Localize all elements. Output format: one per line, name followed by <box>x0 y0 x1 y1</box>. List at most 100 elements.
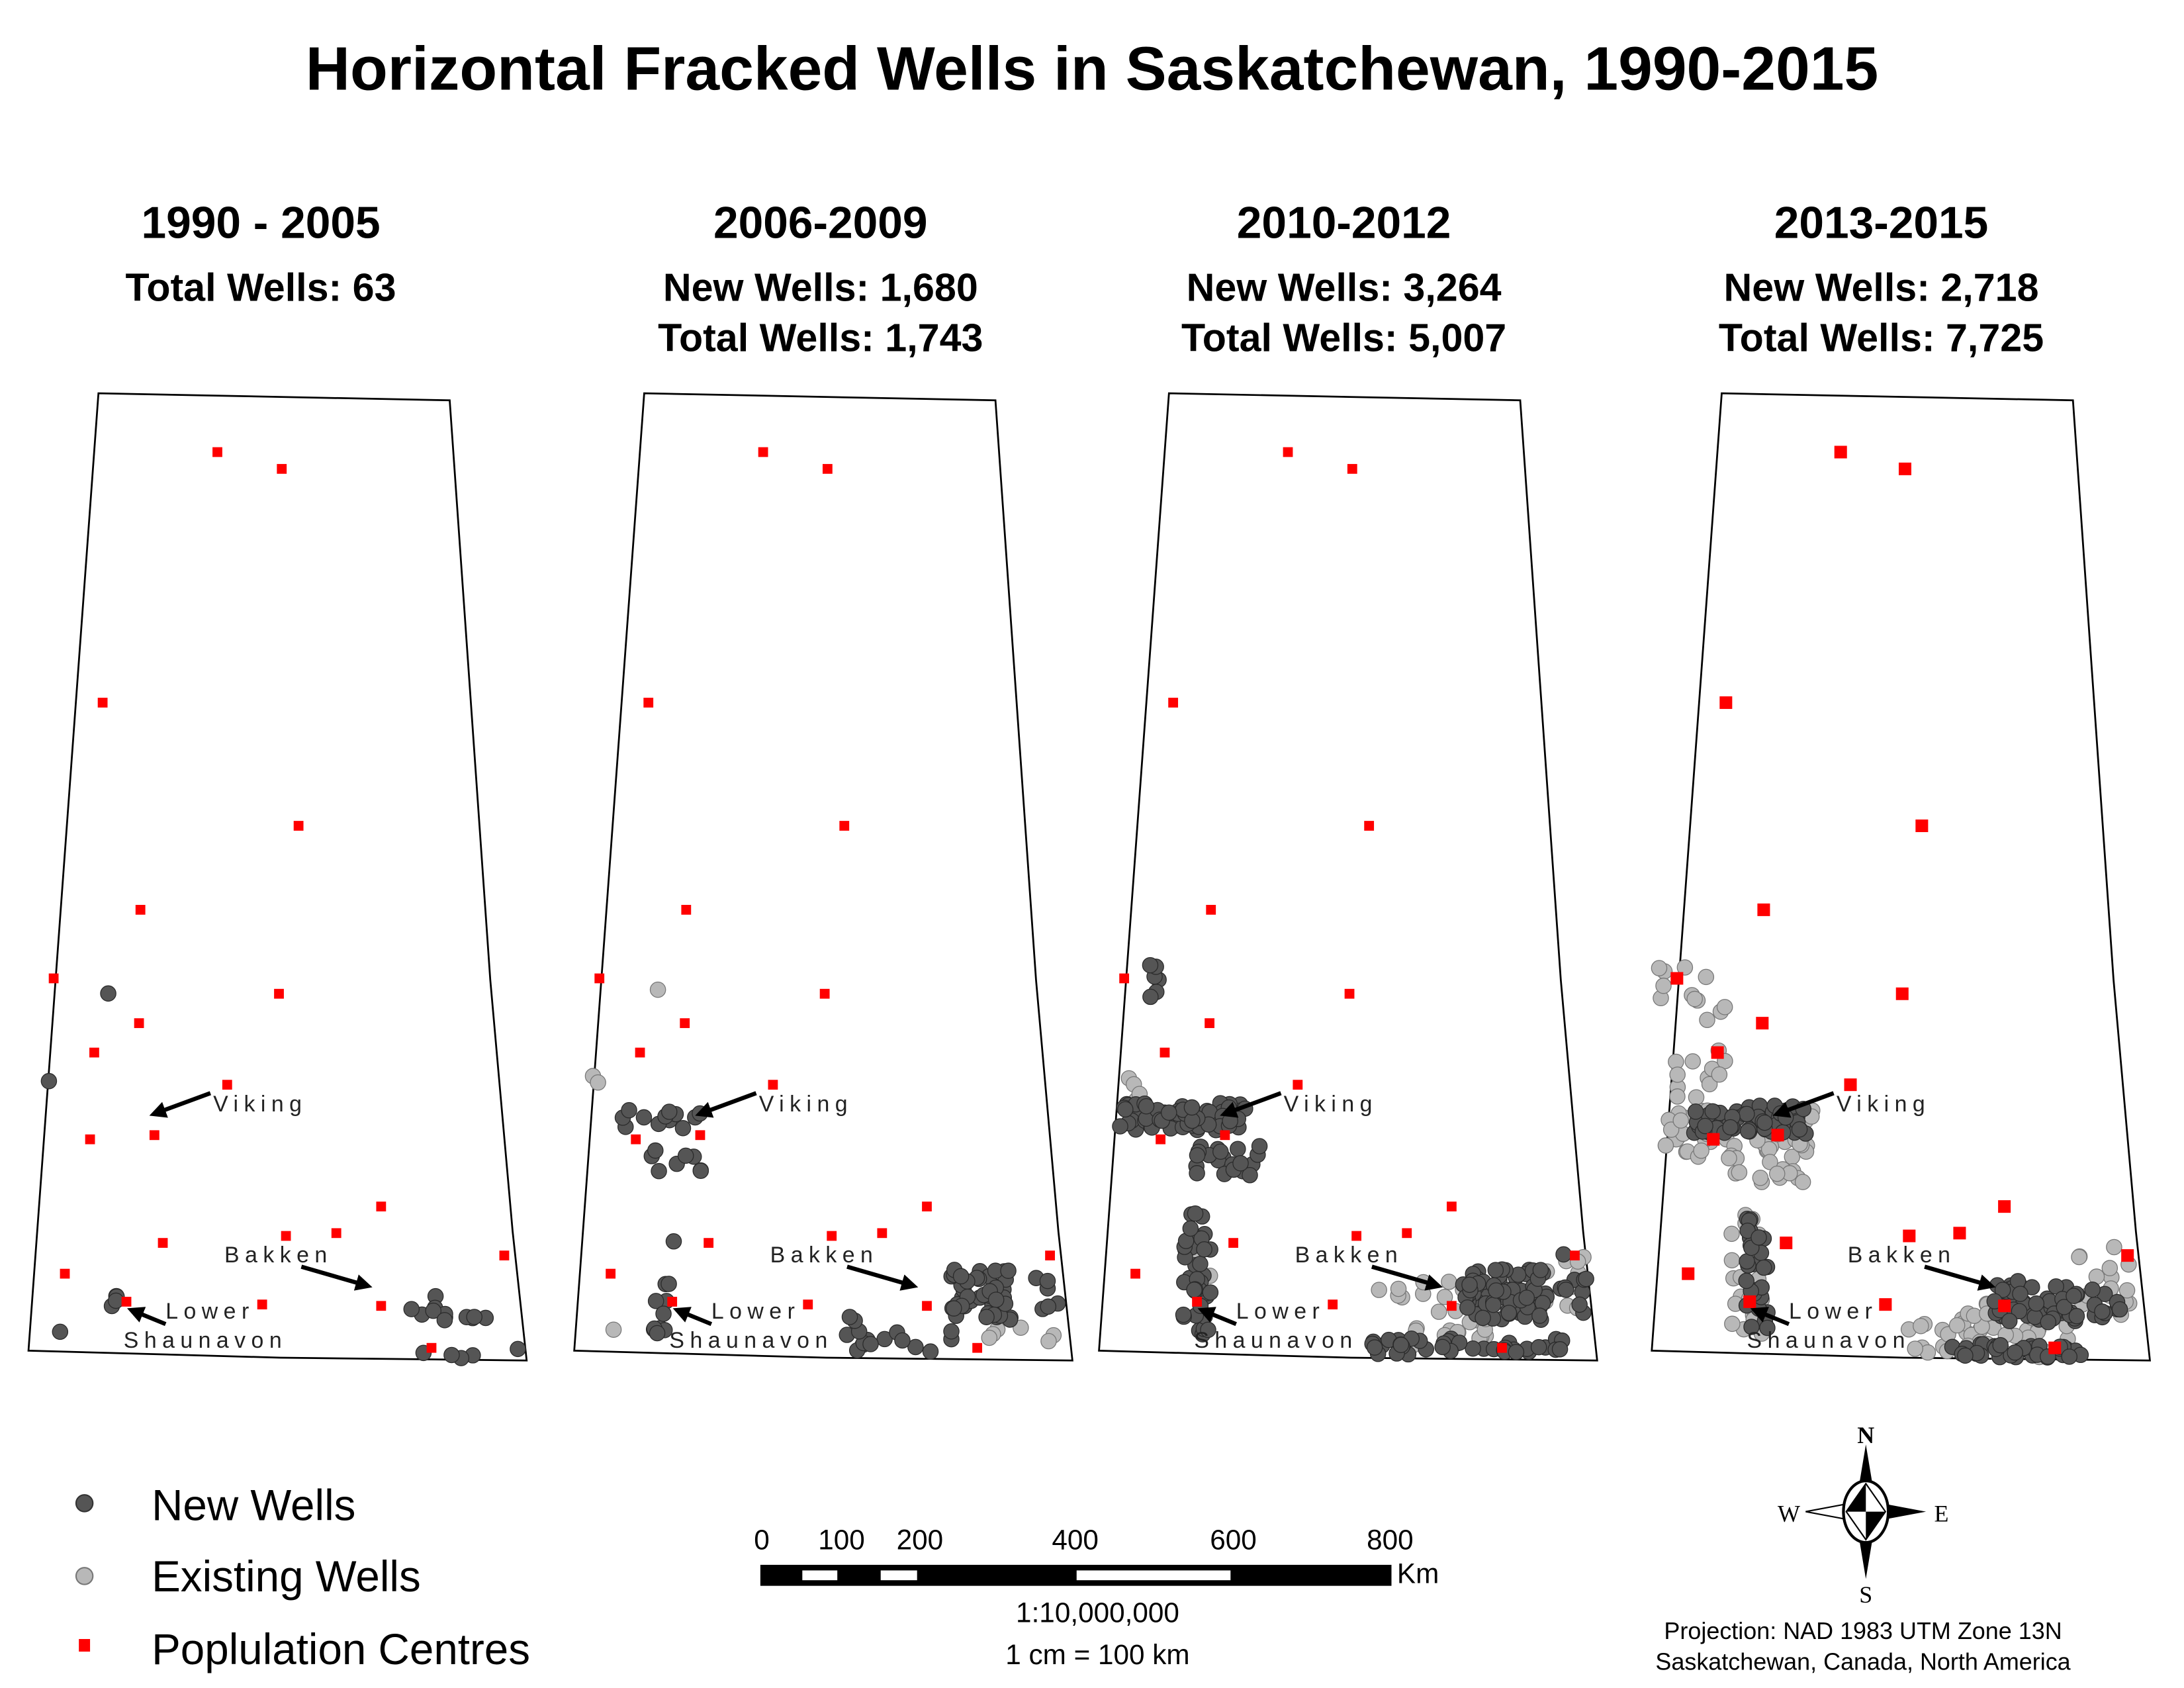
population-centre-marker <box>1756 1017 1769 1030</box>
population-centre-marker <box>1328 1299 1338 1310</box>
compass-e: E <box>1934 1500 1948 1526</box>
existing-well-point <box>1657 1137 1674 1154</box>
projection-text: Projection: NAD 1983 UTM Zone 13N <box>1664 1617 2062 1644</box>
new-well-point <box>403 1301 420 1317</box>
map-panel-2: Viking Bakken Lower Shaunavon <box>573 392 1073 1362</box>
new-well-point <box>52 1323 69 1340</box>
new-well-point <box>1756 1114 1773 1131</box>
existing-well-point <box>1390 1280 1407 1297</box>
legend: New Wells Existing Wells Poplulation Cen… <box>75 1481 530 1673</box>
new-well-point <box>2068 1307 2085 1325</box>
population-centre-marker <box>822 463 833 474</box>
population-centre-marker <box>1497 1342 1507 1353</box>
population-centre-marker <box>1447 1301 1457 1311</box>
population-centre-marker <box>1998 1299 2011 1313</box>
population-centre-marker <box>257 1299 267 1310</box>
population-centre-marker <box>1682 1267 1695 1280</box>
new-well-point <box>2111 1301 2128 1318</box>
label-viking: Viking <box>1837 1092 1931 1117</box>
new-well-point <box>1571 1296 1588 1313</box>
existing-well-point <box>1371 1282 1387 1298</box>
population-centre-marker <box>1743 1295 1756 1308</box>
viking-arrow-icon <box>695 1091 757 1118</box>
existing-well-point <box>1684 1053 1701 1070</box>
population-centre-marker <box>331 1228 341 1239</box>
new-well-point <box>1500 1305 1518 1321</box>
population-centre-marker <box>212 447 222 457</box>
new-well-point <box>436 1312 453 1329</box>
scale-bar: 0 100 200 400 600 800 Km 1:10,000,000 1 … <box>754 1524 1439 1670</box>
new-well-point <box>2066 1288 2082 1305</box>
new-well-point <box>1530 1338 1547 1356</box>
map-panel-3: Viking Bakken Lower Shaunavon <box>1098 392 1598 1363</box>
population-centre-marker <box>1293 1080 1303 1090</box>
existing-well-point <box>1669 1066 1686 1083</box>
new-well-point <box>922 1343 939 1360</box>
new-well-point <box>1755 1259 1772 1276</box>
population-centre-marker <box>89 1047 99 1058</box>
existing-well-point <box>981 1329 998 1346</box>
population-centre-marker <box>426 1342 437 1353</box>
new-well-point <box>100 985 116 1002</box>
new-well-point <box>894 1332 911 1349</box>
population-centre-marker <box>1447 1201 1457 1212</box>
panel-4-header: 2013-2015 New Wells: 2,718 Total Wells: … <box>1719 198 2044 359</box>
new-well-point <box>443 1346 460 1364</box>
existing-well-point <box>2118 1282 2136 1299</box>
existing-well-point <box>1430 1303 1447 1320</box>
existing-well-point <box>1655 977 1672 994</box>
population-centre-marker <box>1895 987 1909 1000</box>
existing-well-point <box>1686 990 1703 1008</box>
population-centre-marker <box>1953 1227 1966 1240</box>
new-well-point <box>1551 1341 1569 1358</box>
population-centre-marker <box>1205 1018 1215 1029</box>
saskatchewan-outline <box>1098 392 1598 1362</box>
new-well-point <box>952 1268 970 1285</box>
panel-new: New Wells: 3,264 <box>1187 265 1502 310</box>
new-well-point <box>1183 1099 1201 1116</box>
new-well-point <box>2056 1299 2073 1315</box>
population-centre-marker <box>695 1130 705 1141</box>
population-centre-marker <box>1903 1229 1916 1243</box>
saskatchewan-outline <box>27 392 528 1362</box>
population-centre-marker <box>222 1080 232 1090</box>
population-centre-marker <box>1130 1268 1140 1279</box>
new-well-point <box>635 1109 653 1126</box>
new-well-point <box>692 1162 709 1179</box>
viking-arrow-icon <box>149 1091 212 1118</box>
existing-well-point <box>1669 1088 1686 1105</box>
new-well-point <box>677 1147 694 1164</box>
new-well-point <box>1138 1098 1155 1115</box>
new-well-point <box>1182 1220 1199 1237</box>
new-well-point <box>1222 1113 1238 1129</box>
new-well-point <box>2084 1281 2101 1298</box>
new-well-point <box>1212 1143 1229 1160</box>
map-panel-1: Viking Bakken Lower Shaunavon <box>27 392 528 1366</box>
existing-well-point <box>649 981 666 998</box>
population-centre-marker <box>1347 463 1357 474</box>
population-centre-marker <box>158 1238 168 1248</box>
population-centre-marker <box>1879 1298 1892 1311</box>
new-well-point <box>1189 1165 1205 1182</box>
panel-1-header: 1990 - 2005 Total Wells: 63 <box>126 198 396 309</box>
label-shaunavon: Shaunavon <box>1747 1328 1911 1353</box>
new-well-point <box>1739 1253 1755 1270</box>
bakken-arrow-icon <box>300 1264 373 1291</box>
shaunavon-arrow-icon <box>1197 1307 1237 1327</box>
new-well-point <box>841 1309 858 1325</box>
label-lower: Lower <box>165 1299 254 1324</box>
new-well-point <box>1187 1205 1204 1222</box>
new-well-point <box>1518 1289 1535 1306</box>
new-well-point <box>1487 1262 1504 1278</box>
population-centre-marker <box>606 1268 616 1279</box>
panel-new: New Wells: 1,680 <box>663 265 978 310</box>
population-centre-marker <box>1757 903 1770 916</box>
population-centre-marker <box>1192 1297 1202 1307</box>
new-well-point <box>660 1103 678 1120</box>
existing-well-point <box>1688 1089 1705 1105</box>
new-well-point <box>1532 1262 1549 1278</box>
population-centre-marker <box>1228 1238 1238 1248</box>
existing-well-point <box>1676 959 1694 976</box>
population-centre-marker <box>1045 1250 1055 1261</box>
existing-well-point <box>1794 1174 1811 1190</box>
